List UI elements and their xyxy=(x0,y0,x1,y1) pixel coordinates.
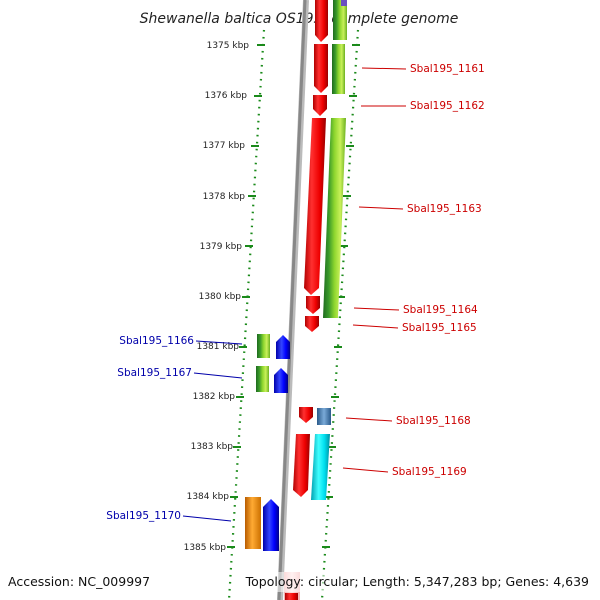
gene-label-sbal195-1167[interactable]: Sbal195_1167 xyxy=(117,367,192,379)
scale-labels: 1375 kbp 1376 kbp 1377 kbp 1378 kbp 1379… xyxy=(184,41,250,553)
label-leaders xyxy=(182,67,407,522)
gene-arrow-red xyxy=(306,296,320,314)
gene-arrow-red xyxy=(299,407,313,423)
gene-bar-green xyxy=(323,118,346,318)
genome-backbone xyxy=(277,0,307,600)
scale-label: 1379 kbp xyxy=(200,242,243,252)
gene-arrow-red xyxy=(315,0,328,42)
map-title: Shewanella baltica OS195, complete genom… xyxy=(140,11,459,27)
scale-label: 1384 kbp xyxy=(187,492,230,502)
footer-backdrop xyxy=(258,572,594,592)
scale-label: 1380 kbp xyxy=(199,292,242,302)
footer: Accession: NC_009997 Topology: circular;… xyxy=(8,572,594,592)
gene-arrow-red xyxy=(313,95,327,116)
leader-line-sbal195-1170 xyxy=(182,515,232,522)
leader-line-sbal195-1167 xyxy=(193,372,243,379)
leader-line-sbal195-1169 xyxy=(342,467,389,473)
gene-bar-steel xyxy=(317,408,331,425)
scale-label: 1378 kbp xyxy=(203,192,246,202)
gene-bar-purple xyxy=(341,0,347,6)
gene-label-sbal195-1163[interactable]: Sbal195_1163 xyxy=(407,203,482,215)
scale-label: 1375 kbp xyxy=(207,41,250,51)
gene-arrow-red xyxy=(314,44,328,93)
leader-line-sbal195-1165 xyxy=(352,324,399,329)
leader-line-sbal195-1166 xyxy=(195,340,243,345)
scale-label: 1376 kbp xyxy=(205,91,248,101)
gene-bar-orange xyxy=(245,497,261,549)
gene-label-sbal195-1169[interactable]: Sbal195_1169 xyxy=(392,466,467,478)
accession-text: Accession: NC_009997 xyxy=(8,574,150,589)
gene-label-sbal195-1162[interactable]: Sbal195_1162 xyxy=(410,100,485,112)
gene-label-sbal195-1161[interactable]: Sbal195_1161 xyxy=(410,63,485,75)
gene-bar-cyan xyxy=(311,434,330,500)
leader-line-sbal195-1163 xyxy=(358,206,404,210)
genome-summary-text: Topology: circular; Length: 5,347,283 bp… xyxy=(245,574,589,589)
gene-label-sbal195-1168[interactable]: Sbal195_1168 xyxy=(396,415,471,427)
gene-bar-red xyxy=(285,593,298,600)
gene-bar-green xyxy=(332,44,345,94)
gene-label-sbal195-1165[interactable]: Sbal195_1165 xyxy=(402,322,477,334)
scale-label: 1385 kbp xyxy=(184,543,227,553)
gene-features xyxy=(245,44,346,600)
scale-label: 1377 kbp xyxy=(203,141,246,151)
gene-arrow-blue xyxy=(276,335,290,359)
leader-line-sbal195-1161 xyxy=(361,67,407,70)
gene-bar-green xyxy=(256,366,269,392)
gene-label-sbal195-1164[interactable]: Sbal195_1164 xyxy=(403,304,478,316)
gene-arrow-red xyxy=(305,316,319,332)
gene-label-sbal195-1170[interactable]: Sbal195_1170 xyxy=(106,510,181,522)
gene-bar-green xyxy=(257,334,270,358)
gene-arrow-blue xyxy=(263,499,279,551)
scale-label: 1381 kbp xyxy=(197,342,240,352)
gene-arrow-red xyxy=(304,118,326,295)
scale-label: 1382 kbp xyxy=(193,392,236,402)
scale-label: 1383 kbp xyxy=(191,442,234,452)
leader-line-sbal195-1168 xyxy=(345,417,393,422)
gene-arrow-blue xyxy=(274,368,288,393)
gene-bar-green xyxy=(333,0,347,40)
leader-line-sbal195-1164 xyxy=(353,307,400,311)
gene-label-sbal195-1166[interactable]: Sbal195_1166 xyxy=(119,335,194,347)
gene-labels: Sbal195_1161 Sbal195_1162 Sbal195_1163 S… xyxy=(106,63,484,522)
gene-arrow-red xyxy=(293,434,310,497)
